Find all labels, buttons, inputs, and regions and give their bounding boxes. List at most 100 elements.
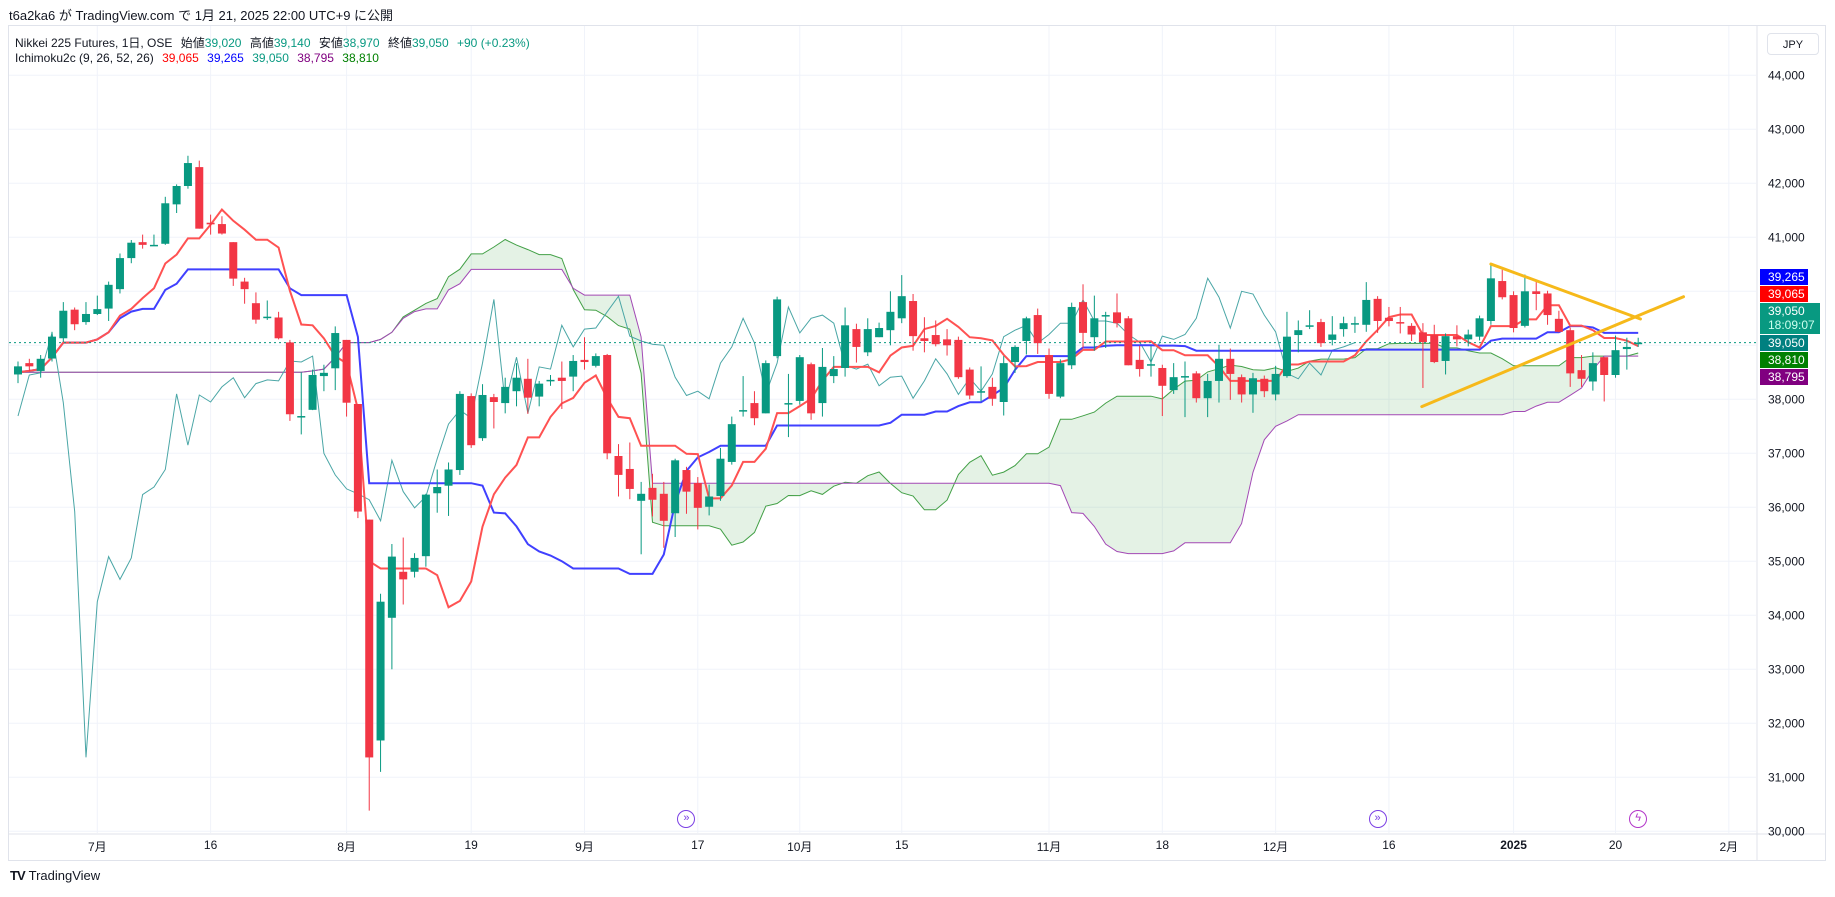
candle [1294,320,1303,353]
candle-body [1282,336,1291,377]
candle [274,311,283,340]
footer-brand[interactable]: TV TradingView [10,868,100,883]
candle [421,493,430,567]
candle [138,234,147,249]
candle [127,240,136,264]
candle-body [410,557,419,572]
candle-body [353,403,362,512]
candle [36,355,45,378]
candle-body [308,375,317,410]
candle-body [1180,376,1189,378]
tradingview-logo-icon: TV [10,868,26,883]
candle-body [750,403,759,419]
candle [795,355,804,405]
span-a-value: 38,810 [342,51,379,65]
candle [342,339,351,417]
candle [614,444,623,497]
candle-body [988,386,997,399]
fast-forward-event-icon[interactable]: » [1368,810,1387,828]
candle [999,356,1008,416]
candle-body [161,203,170,244]
candle [965,367,974,400]
candle [1373,296,1382,333]
candle [761,360,770,414]
candle-body [648,487,657,500]
candle-body [852,329,861,347]
candle [1588,352,1597,391]
candle-body [920,338,929,341]
candle [331,326,340,391]
candle-body [761,363,770,414]
time-tick-label: 8月 [337,840,356,854]
candle [410,553,419,578]
candle-body [1486,278,1495,321]
symbol-legend[interactable]: Nikkei 225 Futures, 1日, OSE 始値39,020 高値3… [15,34,535,51]
ichimoku-cloud [18,239,1639,554]
candle [1316,318,1325,347]
candle-body [433,486,442,494]
price-tick-label: 32,000 [1768,716,1805,730]
candle-body [70,309,79,325]
candle [59,302,68,343]
candle [909,294,918,351]
candle [716,447,725,501]
candle-body [444,469,453,486]
candle [580,337,589,370]
candle [25,358,34,372]
candle-body [1384,317,1393,321]
candle [1045,348,1054,399]
candle-body [569,360,578,377]
candle [1260,375,1269,398]
candle [1407,323,1416,341]
brand-name: TradingView [28,868,101,883]
candle [943,329,952,356]
candle-body [637,493,646,501]
candle-body [977,391,986,393]
indicator-legend[interactable]: Ichimoku2c (9, 26, 52, 26) 39,065 39,265… [15,51,384,65]
candle-body [1316,322,1325,344]
candle [1226,348,1235,400]
candle-body [1441,336,1450,361]
candle-body [1452,336,1461,340]
candle-body [1509,295,1518,329]
candle [478,384,487,441]
candle-body [115,258,124,290]
candle-body [1090,318,1099,338]
candle [1067,302,1076,370]
candle [886,291,895,346]
candle-body [127,242,136,259]
candle-body [183,163,192,186]
candle-body [965,369,974,396]
fast-forward-event-icon[interactable]: » [677,810,696,828]
candle [693,477,702,530]
indicator-name: Ichimoku2c (9, 26, 52, 26) [15,51,154,65]
candle [977,366,986,402]
candle [773,296,782,359]
candle-body [716,458,725,496]
candle-body [195,167,204,229]
candle-body [1328,334,1337,340]
candle [353,403,362,519]
candle-body [217,224,226,234]
price-tick-label: 43,000 [1768,122,1805,136]
candle [863,318,872,357]
time-tick-label: 10月 [787,840,813,854]
candle-body [1011,346,1020,363]
candle [387,544,396,670]
candle-body [319,372,328,377]
time-tick-label: 16 [203,838,218,852]
candle [1158,364,1167,417]
candle-body [1056,363,1065,397]
candle [512,363,521,407]
price-tick-label: 38,000 [1768,392,1805,406]
open-number: 39,020 [204,36,242,50]
lightning-event-icon[interactable]: ϟ [1629,810,1648,828]
candle-body [1033,315,1042,344]
candle [195,160,204,229]
candle [285,339,294,421]
close-label: 終値 [387,36,412,50]
candles [14,155,1643,811]
currency-button[interactable]: JPY [1767,33,1819,55]
chart-frame[interactable] [8,25,1826,861]
